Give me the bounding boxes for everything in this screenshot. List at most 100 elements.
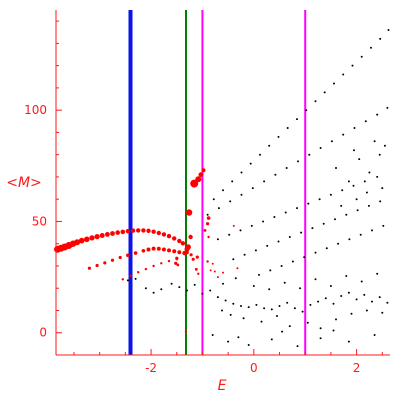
data-point — [105, 232, 110, 237]
data-point — [340, 295, 343, 297]
data-point — [364, 120, 367, 123]
data-point — [263, 307, 266, 310]
data-point — [280, 265, 283, 267]
data-point — [322, 222, 325, 225]
data-point — [332, 302, 335, 305]
data-point — [268, 144, 271, 147]
data-point — [283, 281, 286, 284]
x-tick-label: 2 — [353, 361, 361, 375]
data-point — [358, 158, 361, 161]
data-point — [270, 338, 273, 341]
data-point — [345, 275, 348, 277]
data-point — [240, 305, 242, 307]
data-point — [216, 276, 219, 279]
data-point — [324, 297, 327, 300]
data-point — [121, 278, 125, 281]
data-point — [350, 312, 353, 315]
data-point — [376, 113, 379, 116]
data-point — [95, 263, 99, 268]
data-point — [273, 216, 276, 218]
data-point — [212, 198, 215, 201]
data-point — [141, 249, 146, 253]
data-point — [177, 238, 182, 244]
data-point — [360, 280, 363, 283]
data-point — [237, 336, 240, 339]
data-point — [133, 251, 138, 255]
data-point — [341, 189, 344, 192]
data-point — [260, 320, 263, 323]
data-point — [249, 162, 252, 165]
data-point — [194, 267, 198, 271]
series-red — [54, 168, 239, 333]
x-tick-label: 0 — [250, 361, 258, 375]
data-point — [186, 289, 188, 292]
data-point — [129, 274, 132, 277]
data-point — [376, 175, 379, 178]
data-point — [209, 269, 212, 272]
data-point — [136, 228, 141, 233]
data-point — [242, 317, 245, 320]
data-point — [167, 248, 171, 253]
data-point — [360, 55, 363, 58]
data-point — [355, 198, 358, 201]
data-point — [222, 189, 224, 192]
data-point — [247, 344, 250, 346]
data-point — [229, 200, 232, 203]
data-point — [146, 228, 151, 233]
data-point — [206, 222, 210, 226]
data-point — [317, 300, 320, 303]
data-point — [296, 118, 298, 121]
data-point — [188, 234, 193, 240]
data-point — [94, 234, 100, 240]
data-point — [243, 253, 246, 256]
data-point — [348, 238, 351, 241]
data-point — [307, 202, 310, 205]
data-point — [365, 191, 368, 194]
data-point — [232, 258, 235, 261]
data-point — [231, 180, 234, 183]
data-point — [232, 302, 235, 305]
ticks: -2 0 2 0 50 100 — [24, 20, 383, 375]
data-point — [234, 277, 237, 280]
data-point — [151, 246, 156, 251]
data-point — [185, 209, 193, 216]
data-point — [213, 270, 216, 273]
data-point — [201, 292, 204, 295]
data-point — [319, 327, 322, 330]
data-point — [281, 330, 284, 333]
data-point — [319, 147, 322, 149]
data-point — [353, 149, 355, 152]
data-point — [259, 153, 261, 156]
data-point — [161, 247, 166, 252]
data-point — [300, 231, 303, 234]
data-point — [211, 334, 214, 336]
data-point — [251, 187, 254, 190]
data-point — [78, 237, 85, 244]
data-point — [240, 193, 243, 196]
data-point — [314, 251, 317, 254]
data-point — [274, 173, 277, 176]
data-point — [110, 258, 115, 262]
data-point — [87, 266, 91, 270]
data-point — [178, 286, 181, 289]
data-point — [303, 256, 306, 259]
data-point — [170, 282, 173, 285]
data-point — [333, 82, 335, 85]
data-point — [342, 73, 345, 76]
data-point — [126, 253, 130, 258]
data-point — [99, 233, 105, 238]
data-point — [368, 171, 371, 174]
data-point — [118, 255, 122, 260]
data-point — [206, 260, 209, 263]
data-point — [335, 318, 337, 321]
x-tick-label: -2 — [145, 361, 157, 375]
data-point — [306, 321, 309, 324]
data-point — [177, 250, 182, 255]
data-point — [314, 278, 317, 281]
data-point — [221, 309, 223, 312]
data-point — [167, 259, 171, 263]
data-point — [115, 230, 120, 235]
data-point — [160, 288, 163, 291]
data-point — [297, 160, 299, 163]
